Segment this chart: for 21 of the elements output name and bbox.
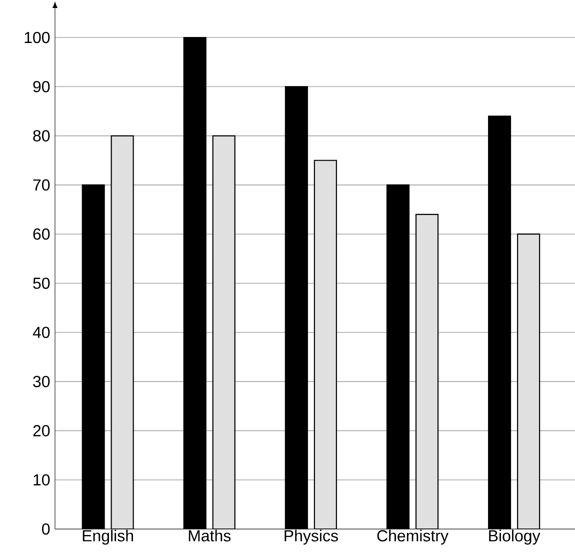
y-tick-label: 100 xyxy=(24,32,50,44)
y-tick-label: 10 xyxy=(34,474,50,486)
y-tick-label: 30 xyxy=(33,376,50,388)
y-tick-label: 70 xyxy=(33,179,50,191)
y-tick-label: 20 xyxy=(33,425,50,436)
y-tick-label: 60 xyxy=(33,228,50,240)
bar xyxy=(110,135,134,529)
bar xyxy=(314,160,337,529)
y-tick-label: 40 xyxy=(32,326,50,338)
y-tick-label: 90 xyxy=(33,80,50,92)
y-tick-label: 50 xyxy=(33,278,50,289)
bar xyxy=(212,135,236,529)
bar xyxy=(517,234,540,529)
y-tick-label: 0 xyxy=(42,523,50,535)
x-tick-label: Biology xyxy=(489,530,540,545)
bar xyxy=(415,214,439,529)
x-tick-label: Chemistry xyxy=(377,530,448,545)
x-tick-label: Maths xyxy=(188,530,231,542)
x-tick-label: Physics xyxy=(284,530,338,545)
y-tick-label: 80 xyxy=(33,130,50,142)
x-tick-label: English xyxy=(82,530,134,545)
